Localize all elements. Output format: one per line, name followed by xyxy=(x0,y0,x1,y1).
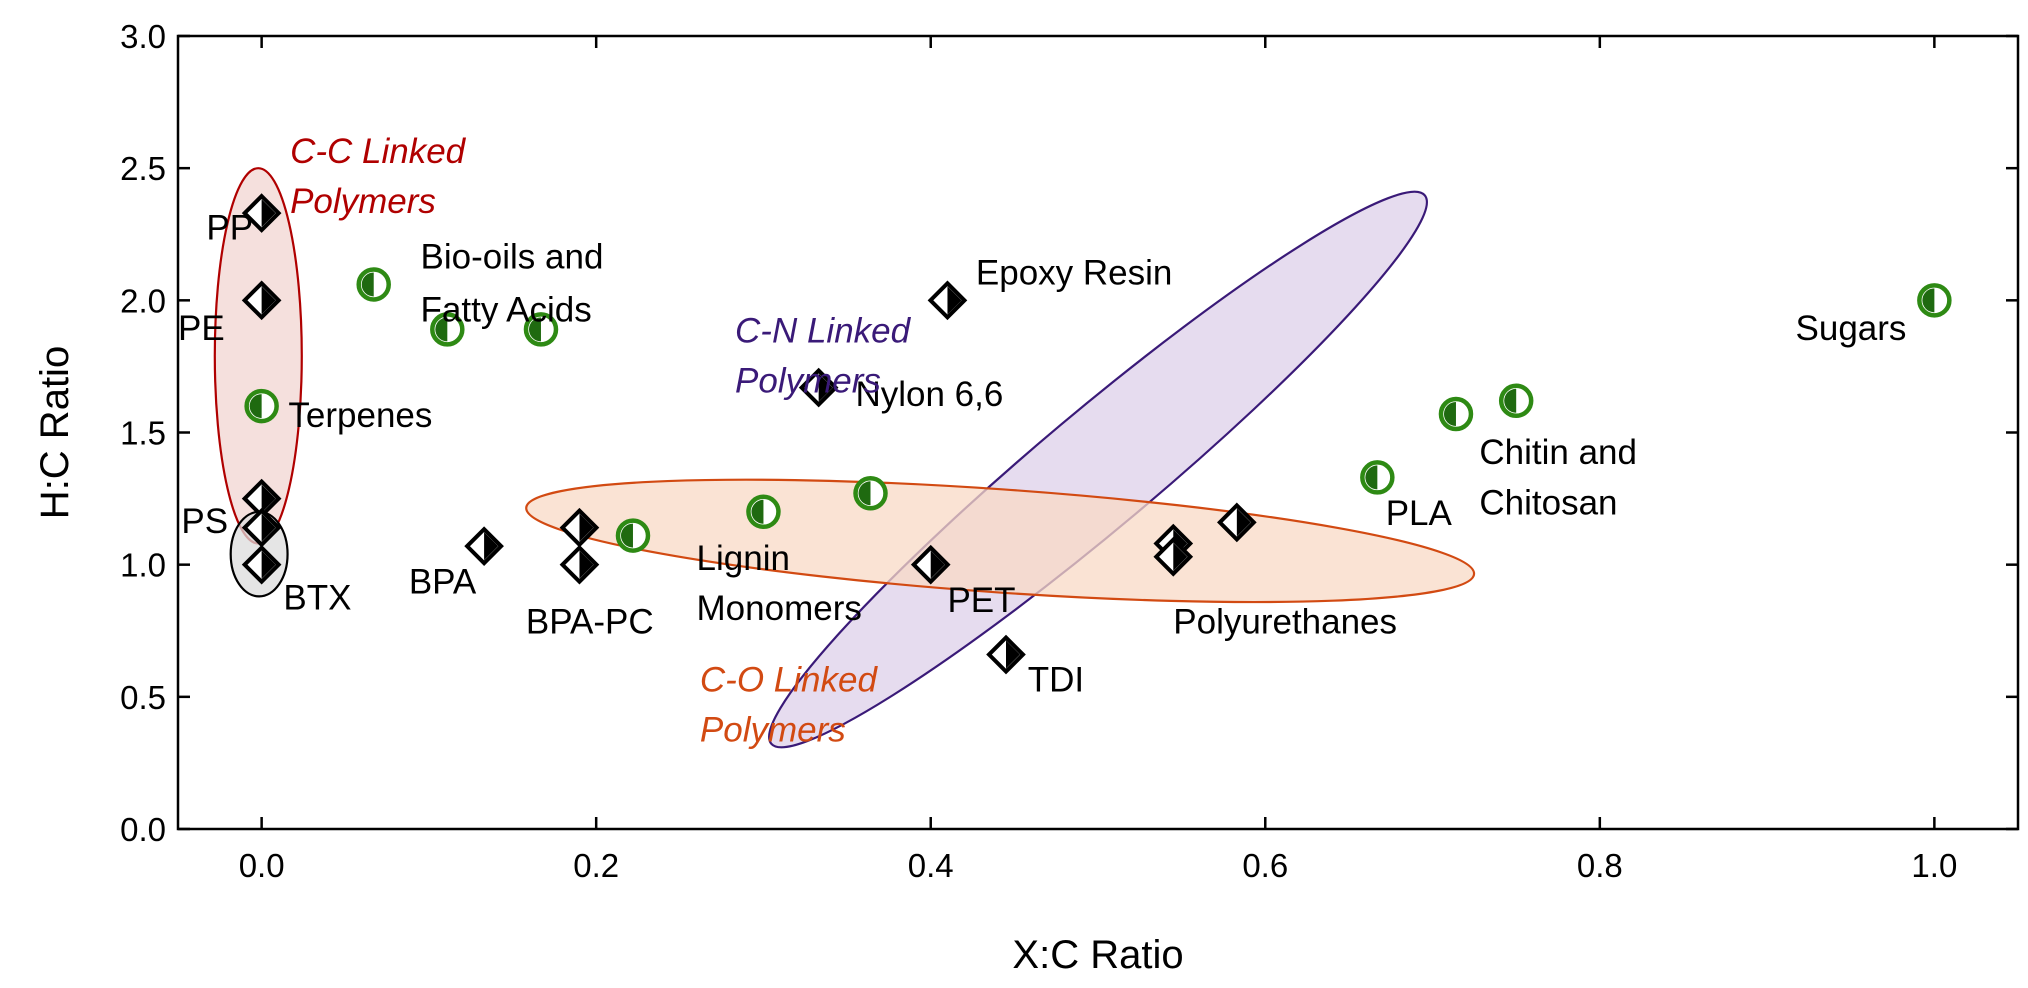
y-tick-label: 1.5 xyxy=(120,415,166,452)
x-tick-label: 0.0 xyxy=(239,847,285,884)
y-tick-label: 0.5 xyxy=(120,679,166,716)
group-label: C-N Linked xyxy=(735,312,912,351)
circle-fill xyxy=(435,317,448,342)
circle-marker xyxy=(615,518,651,553)
circle-marker xyxy=(1498,383,1534,419)
diamond-marker xyxy=(464,526,504,566)
point-label: Chitin and xyxy=(1479,433,1637,472)
diamond-marker xyxy=(910,544,951,585)
diamond-marker xyxy=(798,367,839,408)
circle-fill xyxy=(1922,288,1935,313)
diamond-fill xyxy=(1236,508,1251,537)
circle-marker xyxy=(746,494,781,530)
y-tick-label: 3.0 xyxy=(120,18,166,55)
point-label: TDI xyxy=(1028,661,1084,700)
circle-fill xyxy=(1504,388,1517,413)
point-label: BPA-PC xyxy=(526,602,654,641)
diamond-marker xyxy=(241,544,282,585)
diamond-fill xyxy=(261,484,276,513)
point-label: Monomers xyxy=(697,589,862,628)
point-label: PS xyxy=(181,502,228,541)
x-tick-label: 0.4 xyxy=(908,847,954,884)
point-label: Lignin xyxy=(697,539,790,578)
circle-marker xyxy=(1360,460,1395,495)
point-label: Chitosan xyxy=(1479,483,1617,522)
y-tick-label: 2.0 xyxy=(120,282,166,319)
x-tick-label: 1.0 xyxy=(1911,847,1957,884)
circle-marker xyxy=(356,267,391,302)
group-label: C-O Linked xyxy=(700,661,879,700)
point-label: Epoxy Resin xyxy=(976,253,1172,292)
circle-fill xyxy=(361,272,374,297)
diamond-fill xyxy=(947,286,962,315)
diamond-marker xyxy=(241,280,282,321)
point-label: BTX xyxy=(283,579,351,618)
diamond-marker xyxy=(1217,502,1257,543)
point-label: Bio-oils and xyxy=(421,238,604,277)
diamond-fill xyxy=(261,199,276,228)
circle-marker xyxy=(244,388,279,424)
diamond-fill xyxy=(261,550,276,579)
diamond-marker xyxy=(241,193,282,233)
point-label: BPA xyxy=(409,563,477,602)
y-axis-title: H:C Ratio xyxy=(33,346,77,519)
point-label: Terpenes xyxy=(288,396,432,435)
point-label: PE xyxy=(178,309,225,348)
point-label: PLA xyxy=(1386,494,1453,533)
circle-marker xyxy=(1917,283,1952,318)
point-label: Polyurethanes xyxy=(1173,602,1397,641)
diamond-fill xyxy=(818,373,833,402)
data-points xyxy=(241,193,1952,675)
y-tick-label: 1.0 xyxy=(120,547,166,584)
axis-ticks: 0.0 0.2 0.4 0.6 0.8 1.0 0.0 0.5 1.0 1.5 2.0 2.5 3.0 xyxy=(120,18,2018,884)
y-tick-label: 2.5 xyxy=(120,150,166,187)
diamond-marker xyxy=(927,280,968,321)
diamond-marker xyxy=(1153,536,1194,577)
circle-fill xyxy=(620,523,633,548)
x-tick-label: 0.8 xyxy=(1577,847,1623,884)
circle-marker xyxy=(853,476,888,511)
x-axis-title: X:C Ratio xyxy=(1012,933,1183,977)
point-label: PP xyxy=(206,209,253,248)
point-label: Sugars xyxy=(1796,309,1907,348)
diamond-marker xyxy=(559,544,600,585)
circle-fill xyxy=(1443,401,1456,426)
diamond-fill xyxy=(484,532,499,561)
group-label: C-C Linked xyxy=(290,132,467,171)
diamond-fill xyxy=(930,550,945,579)
circle-fill xyxy=(858,481,871,506)
circle-marker xyxy=(430,312,465,347)
y-tick-label: 0.0 xyxy=(120,811,166,848)
diamond-fill xyxy=(1006,640,1020,669)
diamond-fill xyxy=(261,286,276,315)
circle-fill xyxy=(528,317,541,342)
diamond-marker xyxy=(241,507,282,548)
group-label: Polymers xyxy=(735,362,881,401)
group-labels: C-C Linked Polymers C-N Linked Polymers C-O … xyxy=(290,132,912,750)
point-label: Nylon 6,6 xyxy=(855,375,1003,414)
diamond-fill xyxy=(1173,542,1188,571)
circle-marker xyxy=(523,312,559,347)
diamond-fill xyxy=(579,550,594,579)
diamond-fill xyxy=(579,513,594,542)
group-label: Polymers xyxy=(700,711,846,750)
point-labels: PP PE Terpenes PS BTX BPA BPA-PC Bio-oils and Fa… xyxy=(178,209,1906,700)
circle-fill xyxy=(1365,465,1378,490)
x-tick-label: 0.6 xyxy=(1242,847,1288,884)
x-tick-label: 0.2 xyxy=(573,847,619,884)
diamond-marker xyxy=(559,507,600,548)
circle-fill xyxy=(751,499,764,524)
point-label: Fatty Acids xyxy=(421,290,592,329)
circle-fill xyxy=(249,394,262,419)
circle-marker xyxy=(1438,396,1474,432)
diamond-marker xyxy=(986,634,1026,675)
point-label: PET xyxy=(947,581,1015,620)
diamond-fill xyxy=(261,513,276,542)
group-label: Polymers xyxy=(290,182,436,221)
